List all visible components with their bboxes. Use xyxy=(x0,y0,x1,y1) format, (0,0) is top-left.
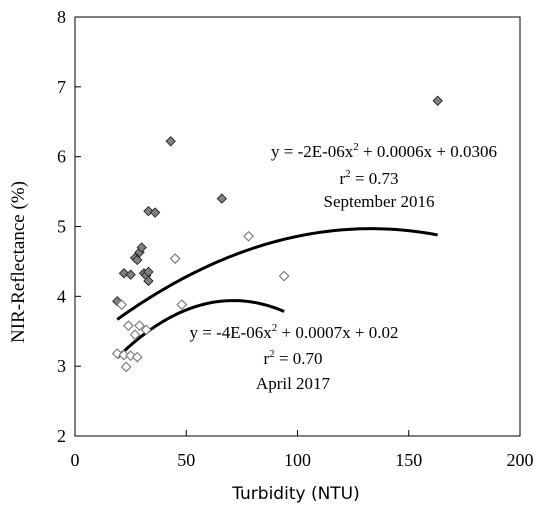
y-tick-label: 2 xyxy=(57,426,66,446)
sep-2016-point xyxy=(149,207,161,218)
sep-2016-point xyxy=(112,296,123,307)
sep-2016-point xyxy=(432,95,443,106)
apr-2017-point xyxy=(131,351,143,363)
y-tick-label: 6 xyxy=(57,147,66,167)
sep-2016-date: September 2016 xyxy=(324,192,435,211)
apr-2017-r2: r2 = 0.70 xyxy=(263,348,322,368)
x-tick-label: 150 xyxy=(395,450,422,470)
sep-2016-point xyxy=(132,254,143,266)
sep-2016-point xyxy=(143,275,154,287)
y-tick-label: 3 xyxy=(57,356,66,376)
x-tick-label: 50 xyxy=(177,450,195,470)
sep-2016-trend-line xyxy=(116,227,438,321)
apr-2017-point xyxy=(176,299,188,311)
sep-2016-point xyxy=(125,269,136,280)
sep-2016-point xyxy=(216,193,228,204)
sep-2016-point xyxy=(165,136,176,147)
x-tick-label: 0 xyxy=(71,450,80,470)
apr-2017-point xyxy=(169,253,181,265)
apr-2017-point xyxy=(243,230,254,242)
apr-2017-point xyxy=(140,324,152,336)
apr-2017-date: April 2017 xyxy=(256,374,331,393)
sep-2016-r2: r2 = 0.73 xyxy=(339,168,398,188)
y-tick-label: 5 xyxy=(57,217,66,237)
apr-2017-point xyxy=(116,299,128,311)
sep-2016-equation: y = -2E-06x2 + 0.0006x + 0.0306 xyxy=(271,141,497,161)
x-tick-label: 200 xyxy=(507,450,534,470)
y-tick-label: 4 xyxy=(57,286,66,306)
apr-2017-equation: y = -4E-06x2 + 0.0007x + 0.02 xyxy=(190,322,399,342)
apr-2017-point xyxy=(278,270,290,282)
y-tick-label: 8 xyxy=(57,7,66,27)
apr-2017-point xyxy=(111,348,123,360)
apr-2017-point xyxy=(129,329,141,341)
sep-2016-point xyxy=(143,205,154,217)
y-axis-title: NIR-Reflectance (%) xyxy=(8,181,29,343)
y-axis-ticks: 2 3 4 5 6 7 8 xyxy=(57,7,81,446)
data-points xyxy=(111,95,443,373)
sep-2016-point xyxy=(136,242,147,253)
y-tick-label: 7 xyxy=(57,77,66,97)
x-tick-label: 100 xyxy=(284,450,311,470)
apr-2017-point xyxy=(122,320,134,332)
sep-2016-point xyxy=(118,268,130,279)
apr-2017-point xyxy=(120,361,132,373)
x-axis-ticks: 0 50 100 150 200 xyxy=(71,430,534,470)
apr-2017-point xyxy=(134,320,145,332)
x-axis-title: Turbidity (NTU) xyxy=(231,484,360,504)
apr-2017-point xyxy=(118,349,130,361)
